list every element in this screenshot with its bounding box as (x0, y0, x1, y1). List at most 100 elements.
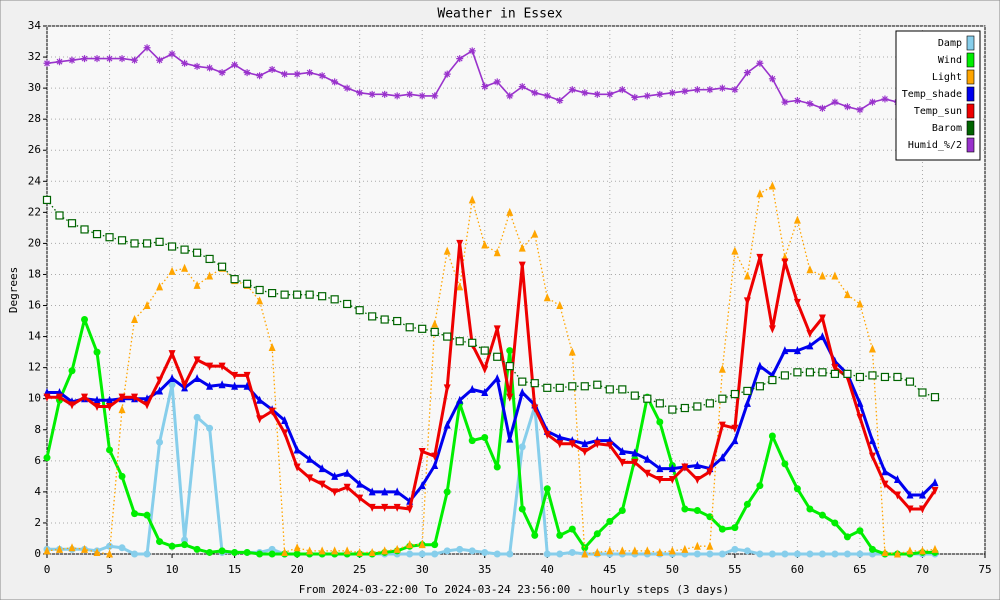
point (131, 56, 139, 64)
point (168, 374, 176, 383)
point (905, 377, 915, 386)
point (130, 239, 139, 248)
y-tick-label: 2 (34, 516, 41, 529)
legend-box (895, 30, 981, 161)
point (231, 371, 239, 380)
point (831, 550, 839, 558)
point (518, 443, 526, 451)
x-tick-label: 50 (666, 563, 679, 576)
legend-swatch (966, 86, 975, 102)
point (368, 547, 376, 556)
point (543, 293, 551, 302)
legend-label: Light (932, 72, 962, 83)
point (906, 505, 914, 514)
point (868, 98, 876, 106)
point (631, 458, 639, 467)
point (468, 195, 476, 204)
y-tick-label: 14 (28, 330, 42, 343)
x-tick-label: 30 (416, 563, 429, 576)
point (581, 544, 589, 552)
y-tick-label: 24 (28, 174, 42, 187)
point (493, 78, 501, 86)
point (506, 207, 514, 216)
point (493, 463, 501, 471)
point (343, 84, 351, 92)
point (631, 448, 639, 457)
point (730, 389, 739, 399)
legend-label: Temp_sun (914, 106, 962, 117)
point (181, 381, 189, 390)
point (306, 454, 314, 463)
point (518, 387, 526, 396)
point (481, 548, 489, 556)
legend-swatch (966, 52, 975, 68)
y-tick-label: 12 (28, 361, 41, 374)
point (167, 242, 177, 251)
point (318, 72, 326, 80)
point (606, 90, 614, 98)
point (531, 404, 539, 413)
point (193, 374, 201, 383)
point (468, 547, 476, 555)
point (768, 550, 776, 558)
point (681, 544, 689, 553)
y-tick-label: 22 (28, 205, 41, 218)
point (481, 83, 489, 91)
point (831, 271, 839, 280)
point (643, 92, 651, 100)
point (68, 56, 76, 64)
legend-label: Humid_%/2 (908, 140, 962, 151)
point (543, 383, 552, 392)
point (243, 381, 251, 390)
point (806, 329, 814, 338)
point (193, 62, 201, 70)
point (243, 548, 251, 556)
point (443, 488, 451, 496)
point (368, 503, 376, 512)
point (143, 401, 151, 410)
point (856, 550, 864, 558)
point (318, 292, 327, 301)
legend-label: Temp_shade (902, 89, 962, 100)
point (92, 229, 102, 239)
point (393, 503, 401, 512)
point (656, 475, 664, 484)
point (293, 445, 301, 454)
point (543, 92, 551, 100)
point (568, 382, 577, 391)
point (418, 448, 426, 457)
x-tick-label: 15 (228, 563, 241, 576)
point (668, 464, 676, 473)
point (431, 541, 439, 549)
point (281, 429, 289, 438)
point (206, 271, 214, 280)
point (918, 505, 926, 514)
point (605, 385, 614, 394)
point (131, 550, 139, 558)
point (143, 301, 151, 310)
point (506, 347, 514, 355)
point (618, 546, 626, 555)
y-tick-label: 18 (28, 267, 41, 280)
point (606, 441, 614, 450)
point (868, 436, 876, 445)
point (106, 55, 114, 63)
point (281, 415, 289, 424)
point (843, 103, 851, 111)
point (181, 541, 189, 549)
point (406, 90, 414, 98)
point (218, 69, 226, 77)
point (431, 319, 439, 328)
point (768, 432, 776, 440)
point (693, 507, 701, 515)
point (531, 229, 539, 238)
point (505, 361, 514, 371)
point (593, 547, 601, 556)
point (443, 420, 451, 429)
point (756, 59, 764, 67)
point (381, 487, 389, 496)
point (793, 368, 802, 377)
point (818, 104, 826, 112)
point (168, 266, 176, 275)
point (706, 541, 714, 550)
